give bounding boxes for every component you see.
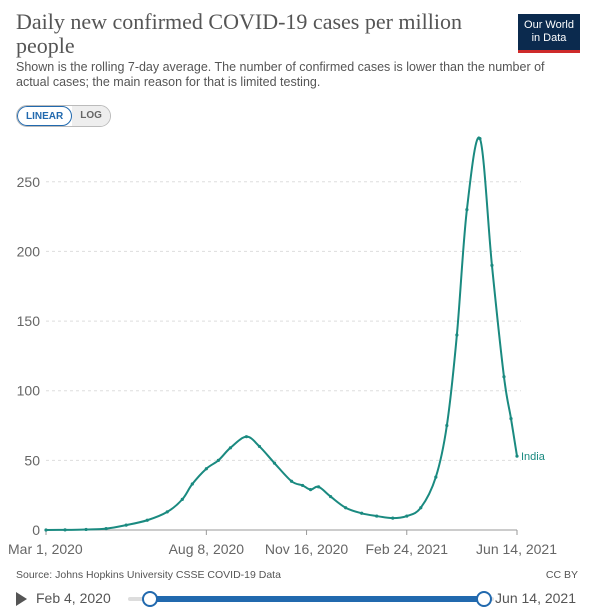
timeline-range[interactable]: [148, 596, 483, 602]
x-tick-label: Nov 16, 2020: [265, 541, 348, 557]
data-point: [228, 446, 232, 450]
y-tick-label: 150: [17, 313, 41, 329]
data-point: [165, 510, 169, 514]
data-point: [216, 458, 220, 462]
log-scale-button[interactable]: LOG: [72, 106, 110, 126]
chart-title: Daily new confirmed COVID-19 cases per m…: [16, 9, 462, 58]
data-point: [419, 506, 423, 510]
data-point: [272, 461, 277, 465]
source-note[interactable]: Source: Johns Hopkins University CSSE CO…: [16, 569, 281, 581]
data-point: [257, 444, 262, 449]
timeline-start-label: Feb 4, 2020: [36, 590, 111, 606]
timeline-slider: Feb 4, 2020 Jun 14, 2021: [16, 589, 582, 609]
y-tick-label: 250: [17, 174, 41, 190]
linear-scale-button[interactable]: LINEAR: [17, 106, 73, 126]
data-point: [490, 263, 494, 267]
data-point: [104, 527, 108, 531]
play-icon[interactable]: [16, 592, 27, 606]
logo-line-1: Our World: [524, 19, 574, 31]
data-point: [44, 528, 48, 532]
data-point: [244, 435, 249, 439]
data-point: [478, 137, 482, 141]
data-point: [509, 416, 513, 421]
logo-line-2: in Data: [531, 32, 567, 44]
data-point: [375, 514, 379, 518]
x-tick-label: Jun 14, 2021: [476, 541, 557, 557]
chart-subtitle: Shown is the rolling 7-day average. The …: [16, 60, 545, 89]
y-tick-label: 0: [32, 522, 40, 538]
data-point: [190, 482, 194, 486]
data-point: [465, 208, 469, 212]
y-tick-label: 50: [24, 452, 40, 468]
x-tick-label: Feb 24, 2021: [366, 541, 449, 557]
x-tick-label: Aug 8, 2020: [169, 541, 245, 557]
data-point: [63, 528, 67, 532]
data-point: [445, 423, 449, 428]
data-point: [434, 475, 438, 479]
data-point: [300, 483, 305, 488]
series-label: India: [521, 451, 546, 463]
timeline-end-label: Jun 14, 2021: [495, 590, 576, 606]
license-label[interactable]: CC BY: [545, 569, 578, 581]
data-point: [180, 497, 184, 501]
y-tick-label: 100: [17, 383, 41, 399]
data-point: [124, 523, 128, 527]
data-point: [84, 527, 88, 532]
data-point: [308, 488, 313, 492]
timeline-end-handle[interactable]: [476, 591, 492, 607]
data-point: [360, 511, 364, 515]
data-point: [289, 479, 294, 483]
data-point: [502, 375, 506, 379]
scale-toggle: LINEAR LOG: [16, 105, 111, 127]
timeline-start-handle[interactable]: [142, 591, 158, 607]
x-tick-label: Mar 1, 2020: [8, 541, 83, 557]
data-point: [316, 485, 321, 489]
owid-logo[interactable]: Our World in Data: [518, 14, 580, 53]
data-point: [515, 454, 519, 458]
data-point: [329, 494, 333, 499]
data-point: [344, 506, 348, 510]
series-line-india: [45, 136, 518, 531]
data-point: [455, 333, 459, 337]
y-tick-label: 200: [17, 243, 41, 259]
data-point: [145, 518, 149, 522]
data-point: [405, 514, 409, 518]
line-chart[interactable]: 0 50 100 150 200 250 Mar 1, 2020 Aug 8, 2020 Nov…: [0, 0, 594, 560]
data-point: [204, 467, 208, 471]
data-point: [391, 516, 395, 520]
